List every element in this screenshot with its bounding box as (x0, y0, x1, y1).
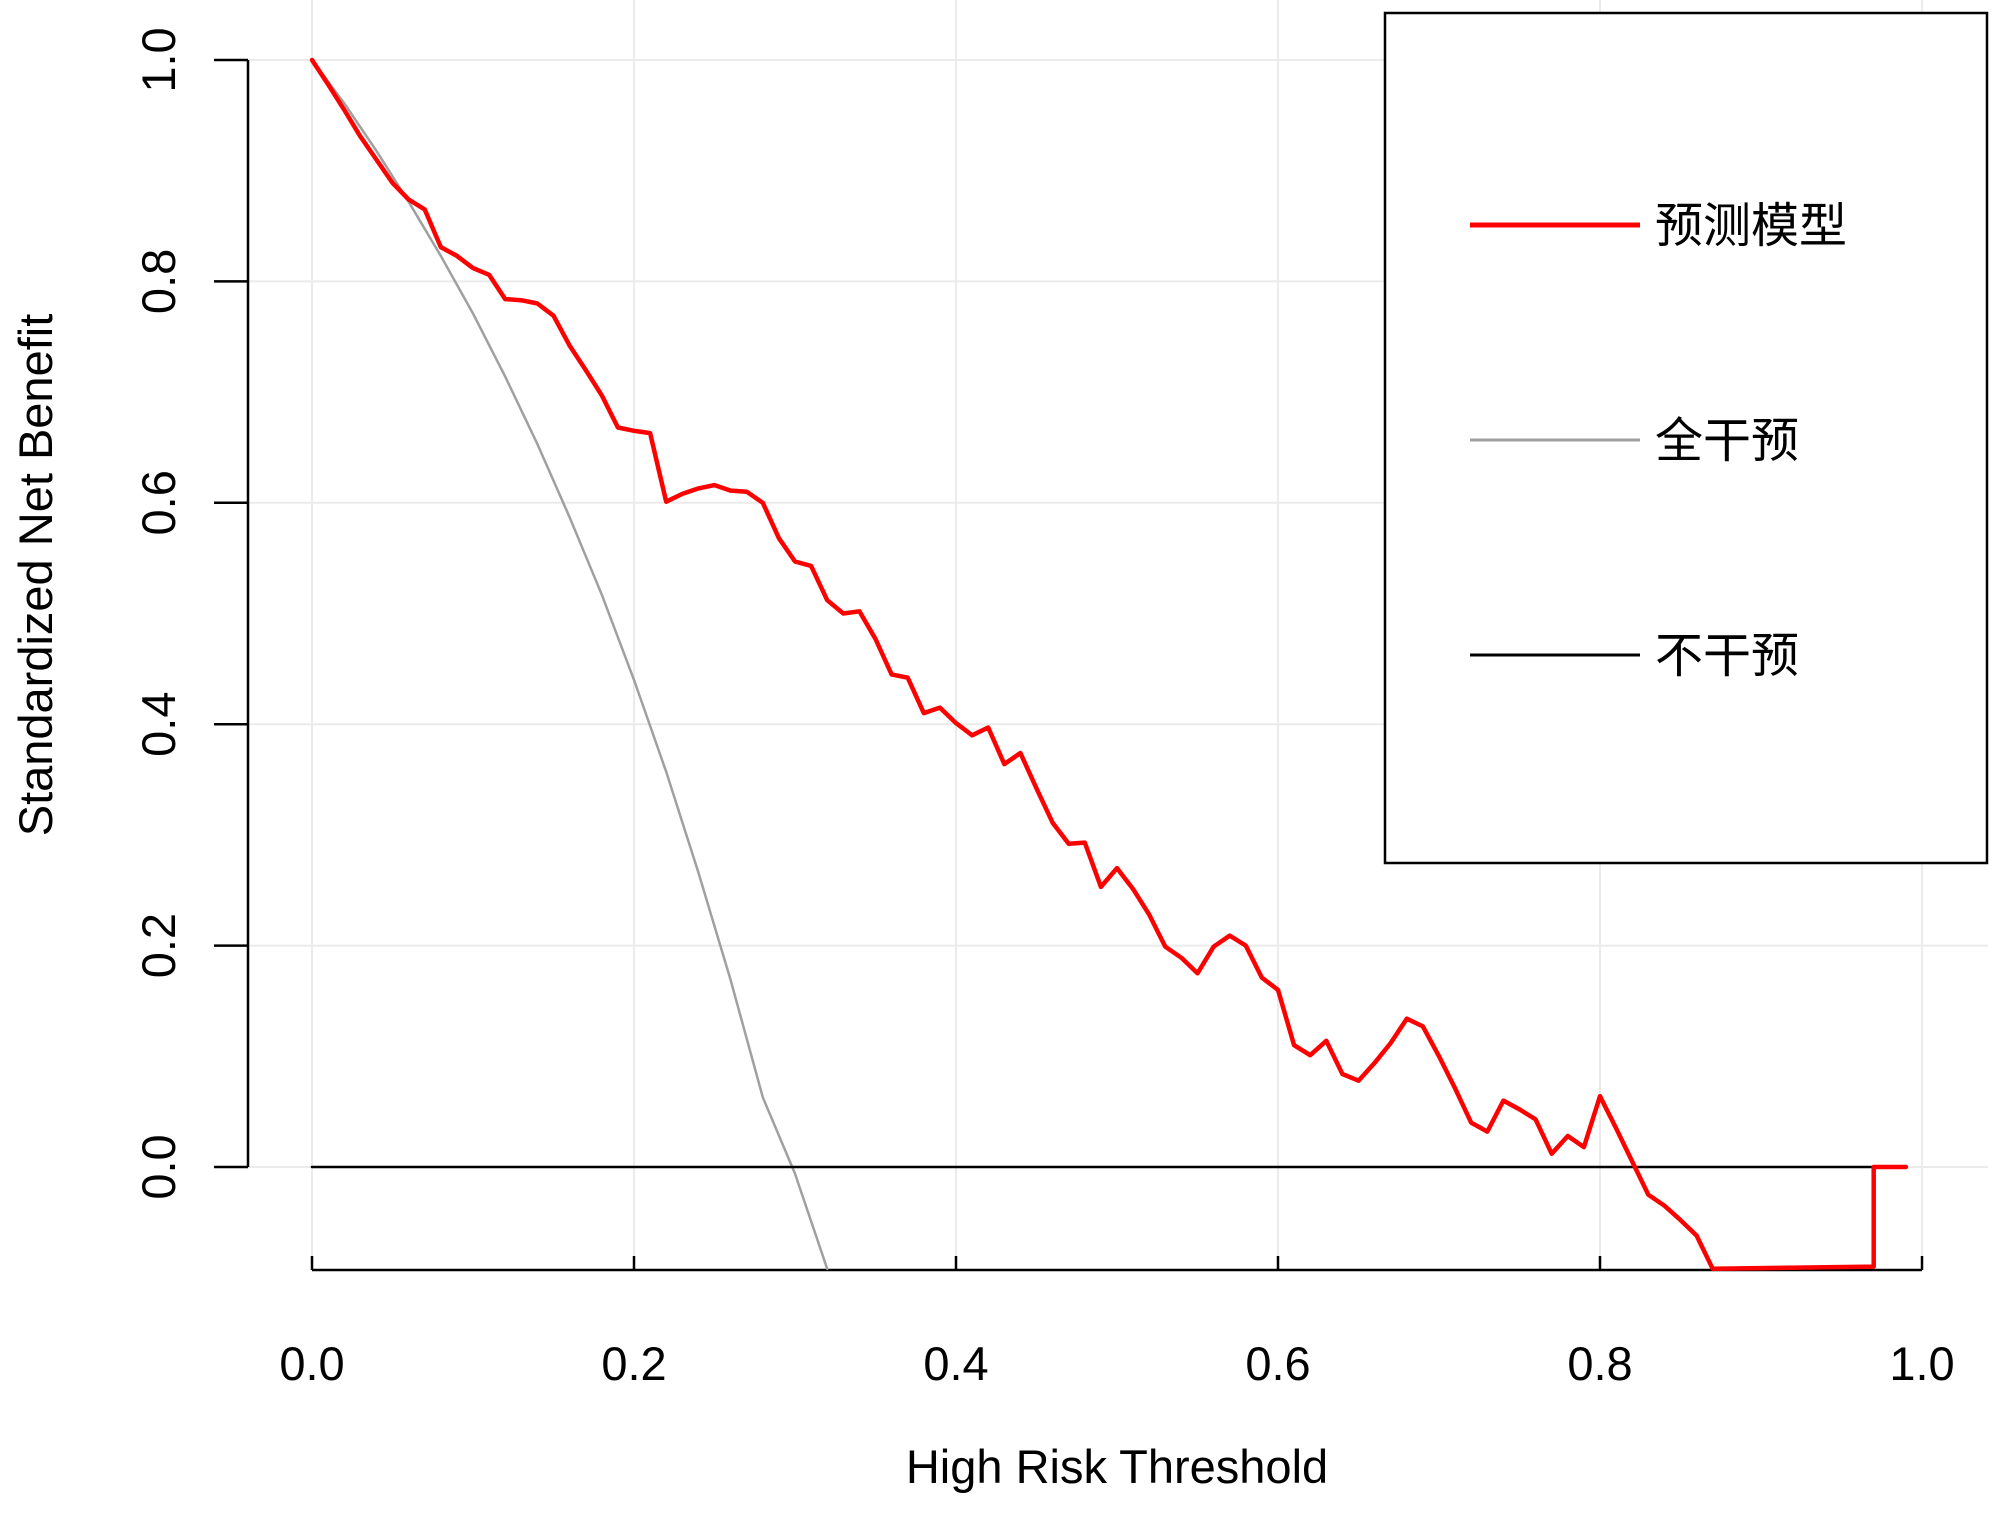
series-line (309, 57, 1909, 1272)
y-tick-label: 1.0 (132, 27, 185, 92)
axis-labels: High Risk Threshold Standardized Net Ben… (9, 314, 1328, 1493)
legend-box (1383, 11, 1989, 865)
axes: 0.0 0.2 0.4 0.6 0.8 1.0 0.0 0.2 0.4 0.6 0.8 1.0 (132, 27, 1955, 1390)
y-tick-label: 0.6 (132, 470, 185, 535)
x-tick-label: 0.6 (1245, 1337, 1310, 1390)
series-lines (309, 57, 1909, 1272)
y-tick-label: 0.8 (132, 249, 185, 314)
series-line (310, 58, 829, 1271)
x-tick-label: 1.0 (1889, 1337, 1954, 1390)
legend-label: 不干预 (1655, 630, 1799, 683)
x-tick-label: 0.0 (279, 1337, 344, 1390)
y-tick-label: 0.2 (132, 913, 185, 978)
y-axis-label: Standardized Net Benefit (9, 314, 62, 837)
legend-label: 全干预 (1655, 415, 1799, 468)
x-tick-label: 0.4 (923, 1337, 988, 1390)
x-tick-label: 0.2 (601, 1337, 666, 1390)
x-axis-label: High Risk Threshold (906, 1440, 1328, 1493)
y-tick-label: 0.4 (132, 692, 185, 757)
legend-label: 预测模型 (1655, 200, 1847, 253)
y-tick-label: 0.0 (132, 1134, 185, 1199)
x-tick-label: 0.8 (1567, 1337, 1632, 1390)
